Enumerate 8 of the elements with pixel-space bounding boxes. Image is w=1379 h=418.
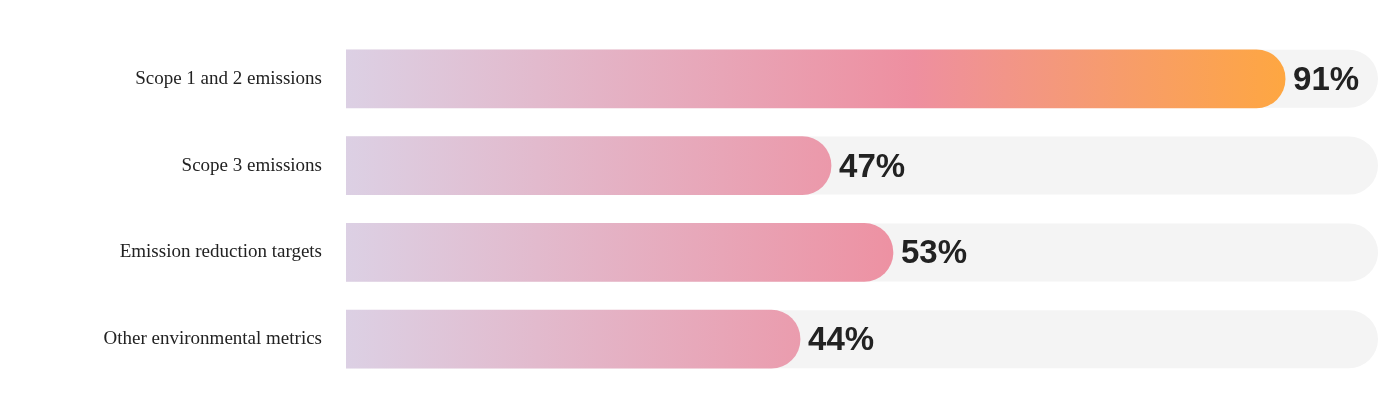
data-label: 44% (808, 320, 875, 358)
y-tick-label: Scope 1 and 2 emissions (135, 66, 322, 88)
data-label: 47% (839, 146, 906, 184)
data-label: 53% (900, 233, 968, 271)
y-tick-label: Scope 3 emissions (181, 153, 322, 175)
y-tick-label: Emission reduction targets (119, 240, 322, 262)
y-tick-label: Other environmental metrics (103, 327, 322, 349)
data-label: 91% (1293, 59, 1360, 97)
